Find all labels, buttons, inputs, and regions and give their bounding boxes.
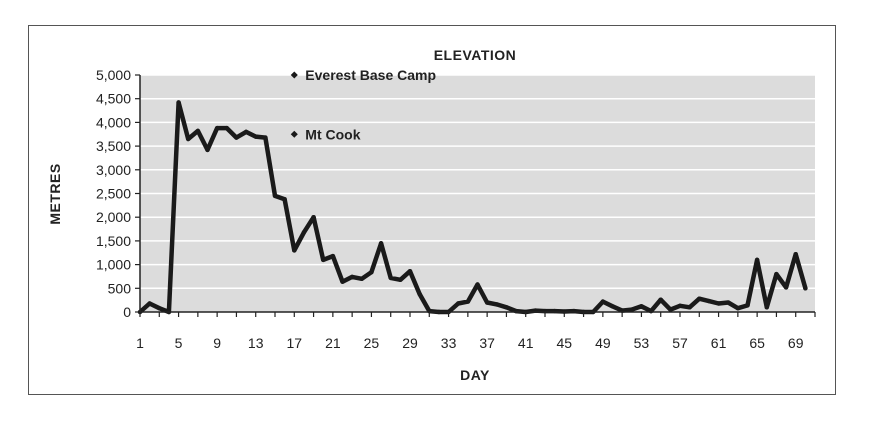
data-point-day-66 (764, 305, 769, 310)
data-point-day-38 (494, 302, 499, 307)
data-point-day-62 (726, 300, 731, 305)
data-point-day-9 (214, 125, 220, 131)
data-point-day-11 (234, 135, 239, 140)
x-tick-label-3: 13 (248, 335, 264, 351)
data-point-day-50 (610, 304, 615, 309)
elevation-series-line (137, 100, 808, 315)
data-point-day-14 (263, 135, 268, 140)
data-point-day-16 (282, 196, 287, 202)
x-tick-labels: 1 5 9 13 17 21 25 29 33 37 41 45 49 53 57 61 65 69 (136, 335, 804, 351)
y-tick-label-1: 500 (108, 280, 132, 296)
data-point-day-69 (793, 251, 798, 257)
data-point-day-57 (677, 303, 683, 309)
x-tick-label-16: 65 (749, 335, 765, 351)
data-point-day-60 (706, 298, 712, 304)
data-point-day-17 (292, 248, 297, 253)
data-point-day-15 (272, 193, 278, 199)
y-tick-label-0: 0 (123, 304, 131, 320)
data-point-day-55 (658, 297, 663, 302)
x-tick-label-1: 5 (175, 335, 183, 351)
data-point-day-22 (340, 279, 345, 284)
y-tick-label-8: 4,000 (96, 114, 131, 130)
data-point-day-6 (186, 136, 191, 142)
data-point-day-56 (668, 307, 673, 312)
data-point-day-67 (774, 271, 779, 277)
x-tick-marks (139, 312, 816, 317)
data-point-day-63 (735, 306, 741, 311)
data-point-day-20 (321, 257, 326, 263)
data-point-day-26 (378, 241, 384, 246)
y-tick-label-5: 2,500 (96, 186, 131, 202)
x-tick-label-17: 69 (788, 335, 804, 351)
data-point-day-10 (224, 125, 229, 131)
x-tick-label-14: 57 (672, 335, 688, 351)
data-point-day-2 (147, 301, 152, 306)
annotation-marker-0 (290, 71, 298, 79)
y-tick-marks (135, 74, 140, 313)
annotations: Everest Base Camp Mt Cook (290, 67, 436, 142)
y-tick-labels: 0 500 1,000 1,500 2,000 2,500 3,000 3,500 4,000 4… (96, 67, 131, 320)
x-tick-label-8: 33 (441, 335, 457, 351)
y-tick-label-9: 4,500 (96, 91, 131, 107)
data-point-day-64 (745, 303, 750, 308)
data-point-day-28 (398, 277, 403, 282)
x-tick-label-10: 41 (518, 335, 534, 351)
chart-title: ELEVATION (434, 47, 517, 63)
data-point-day-68 (783, 285, 789, 290)
data-point-day-49 (600, 299, 606, 304)
data-point-day-65 (754, 257, 760, 263)
data-point-day-5 (176, 100, 181, 105)
annotation-marker-1 (290, 130, 298, 138)
data-point-day-35 (465, 299, 471, 304)
data-point-day-27 (388, 275, 393, 281)
x-tick-label-9: 37 (479, 335, 495, 351)
x-tick-label-7: 29 (402, 335, 418, 351)
data-point-day-53 (639, 304, 644, 309)
data-point-day-39 (504, 305, 509, 310)
data-point-day-12 (243, 129, 249, 135)
data-point-day-21 (330, 253, 336, 259)
data-point-day-8 (205, 147, 210, 153)
x-tick-label-5: 21 (325, 335, 341, 351)
data-point-day-13 (253, 134, 258, 139)
y-tick-label-7: 3,500 (96, 138, 131, 154)
data-point-day-58 (687, 305, 692, 310)
data-point-day-23 (349, 274, 355, 280)
data-point-day-37 (484, 300, 490, 305)
x-tick-label-2: 9 (213, 335, 221, 351)
data-point-day-7 (195, 128, 201, 134)
data-point-day-25 (369, 269, 374, 275)
y-tick-label-10: 5,000 (96, 67, 131, 83)
x-tick-label-11: 45 (556, 335, 572, 351)
data-point-day-52 (629, 307, 634, 312)
y-axis-title: METRES (47, 163, 63, 224)
x-tick-label-13: 53 (634, 335, 650, 351)
x-tick-label-12: 49 (595, 335, 611, 351)
x-tick-label-6: 25 (364, 335, 380, 351)
y-tick-label-3: 1,500 (96, 233, 131, 249)
x-tick-label-4: 17 (286, 335, 302, 351)
data-point-day-24 (359, 276, 364, 282)
y-tick-label-6: 3,000 (96, 162, 131, 178)
x-axis-title: DAY (460, 367, 490, 383)
data-point-day-34 (456, 301, 461, 306)
x-tick-label-15: 61 (711, 335, 727, 351)
y-tick-label-2: 1,000 (96, 257, 131, 273)
data-point-day-18 (301, 230, 307, 235)
grid-lines (140, 74, 815, 290)
data-point-day-70 (803, 286, 808, 291)
y-tick-label-4: 2,000 (96, 209, 131, 225)
data-point-day-19 (311, 215, 316, 220)
data-point-day-3 (157, 306, 162, 311)
data-point-day-36 (475, 282, 480, 287)
x-tick-label-0: 1 (136, 335, 144, 351)
data-point-day-30 (417, 291, 422, 297)
annotation-label-0: Everest Base Camp (305, 67, 436, 83)
annotation-label-1: Mt Cook (305, 126, 360, 142)
data-point-day-59 (697, 296, 702, 301)
data-point-day-29 (407, 269, 413, 274)
data-point-day-61 (716, 301, 721, 306)
